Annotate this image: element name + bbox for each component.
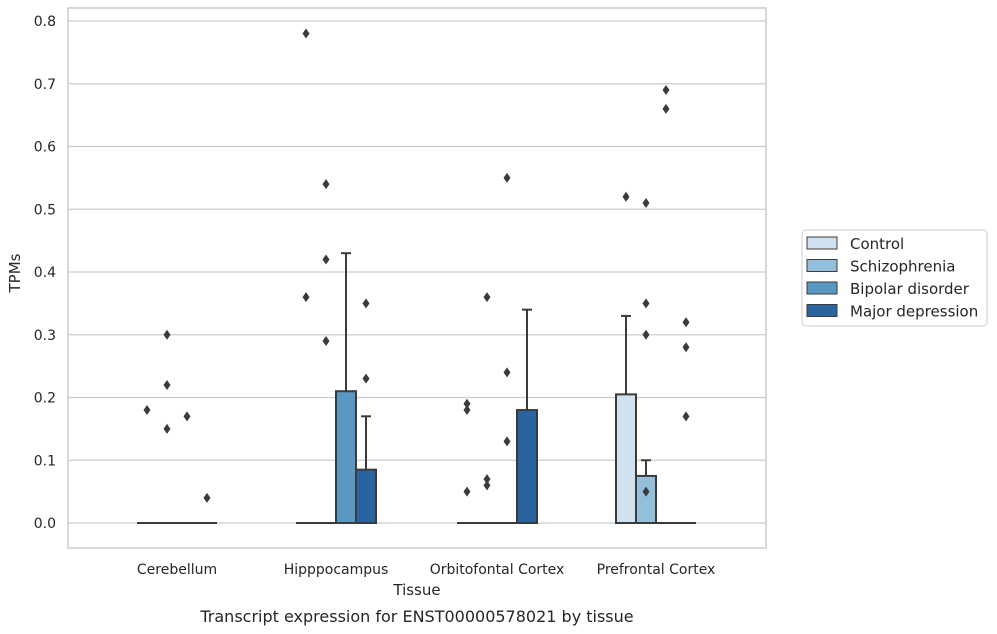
outlier-point [483, 474, 491, 485]
outlier-point [322, 254, 330, 265]
legend-label: Major depression [850, 303, 978, 321]
outlier-point [362, 373, 370, 384]
outlier-point [662, 103, 670, 114]
outlier-point [483, 292, 491, 303]
y-tick-label: 0.7 [34, 77, 56, 93]
y-tick-label: 0.1 [34, 453, 56, 469]
outlier-point [483, 480, 491, 491]
outlier-point [622, 191, 630, 202]
outlier-point [682, 342, 690, 353]
legend-swatch [806, 259, 838, 272]
legend-swatch [806, 304, 838, 317]
x-tick-label: Hipppocampus [284, 562, 389, 578]
outlier-point [642, 197, 650, 208]
outliers-layer [143, 28, 690, 503]
y-axis-label: TPMs [6, 253, 24, 293]
outlier-point [463, 405, 471, 416]
y-tick-label: 0.6 [34, 140, 56, 156]
outlier-point [642, 298, 650, 309]
x-tick-label: Prefrontal Cortex [597, 562, 716, 578]
legend-label: Control [850, 235, 904, 253]
x-tick-labels: Cerebellum Hipppocampus Orbitofontal Corte… [137, 562, 715, 578]
outlier-point [302, 28, 310, 39]
outlier-point [362, 298, 370, 309]
legend-swatch [806, 281, 838, 295]
outlier-point [503, 436, 511, 447]
outlier-point [642, 486, 650, 497]
bar [615, 393, 637, 524]
x-axis-label: Tissue [392, 581, 440, 599]
legend-label: Schizophrenia [850, 258, 955, 276]
x-tick-label: Orbitofontal Cortex [430, 562, 565, 578]
outlier-point [642, 329, 650, 340]
bar [516, 409, 538, 524]
outlier-point [503, 367, 511, 378]
bar [335, 390, 357, 524]
y-tick-label: 0.8 [34, 14, 56, 30]
outlier-point [682, 411, 690, 422]
outlier-point [322, 336, 330, 347]
y-tick-label: 0.2 [34, 391, 56, 407]
outlier-point [322, 179, 330, 190]
x-tick-label: Cerebellum [137, 562, 217, 578]
bar [355, 468, 377, 525]
bar [635, 474, 657, 524]
outlier-point [463, 398, 471, 409]
grid-lines [68, 20, 766, 524]
outlier-point [203, 492, 211, 503]
y-tick-label: 0.0 [34, 516, 56, 532]
y-tick-label: 0.3 [34, 328, 56, 344]
outlier-point [163, 423, 171, 434]
legend-label: Bipolar disorder [850, 280, 970, 298]
outlier-point [143, 405, 151, 416]
bars-layer [137, 252, 696, 525]
y-tick-label: 0.5 [34, 202, 56, 218]
outlier-point [682, 317, 690, 328]
outlier-point [463, 486, 471, 497]
y-tick-label: 0.4 [34, 265, 56, 281]
outlier-point [183, 411, 191, 422]
outlier-point [163, 329, 171, 340]
outlier-point [302, 292, 310, 303]
outlier-point [503, 172, 511, 183]
legend-box [801, 229, 988, 327]
y-tick-labels: 0.0 0.1 0.2 0.3 0.4 0.5 0.6 0.7 0.8 [34, 14, 56, 532]
chart-caption: Transcript expression for ENST0000057802… [199, 607, 633, 626]
legend-swatch [806, 236, 838, 250]
legend: Control Schizophrenia Bipolar disorder Majo… [801, 229, 988, 327]
outlier-point [662, 85, 670, 96]
plot-frame [67, 7, 767, 549]
outlier-point [163, 379, 171, 390]
